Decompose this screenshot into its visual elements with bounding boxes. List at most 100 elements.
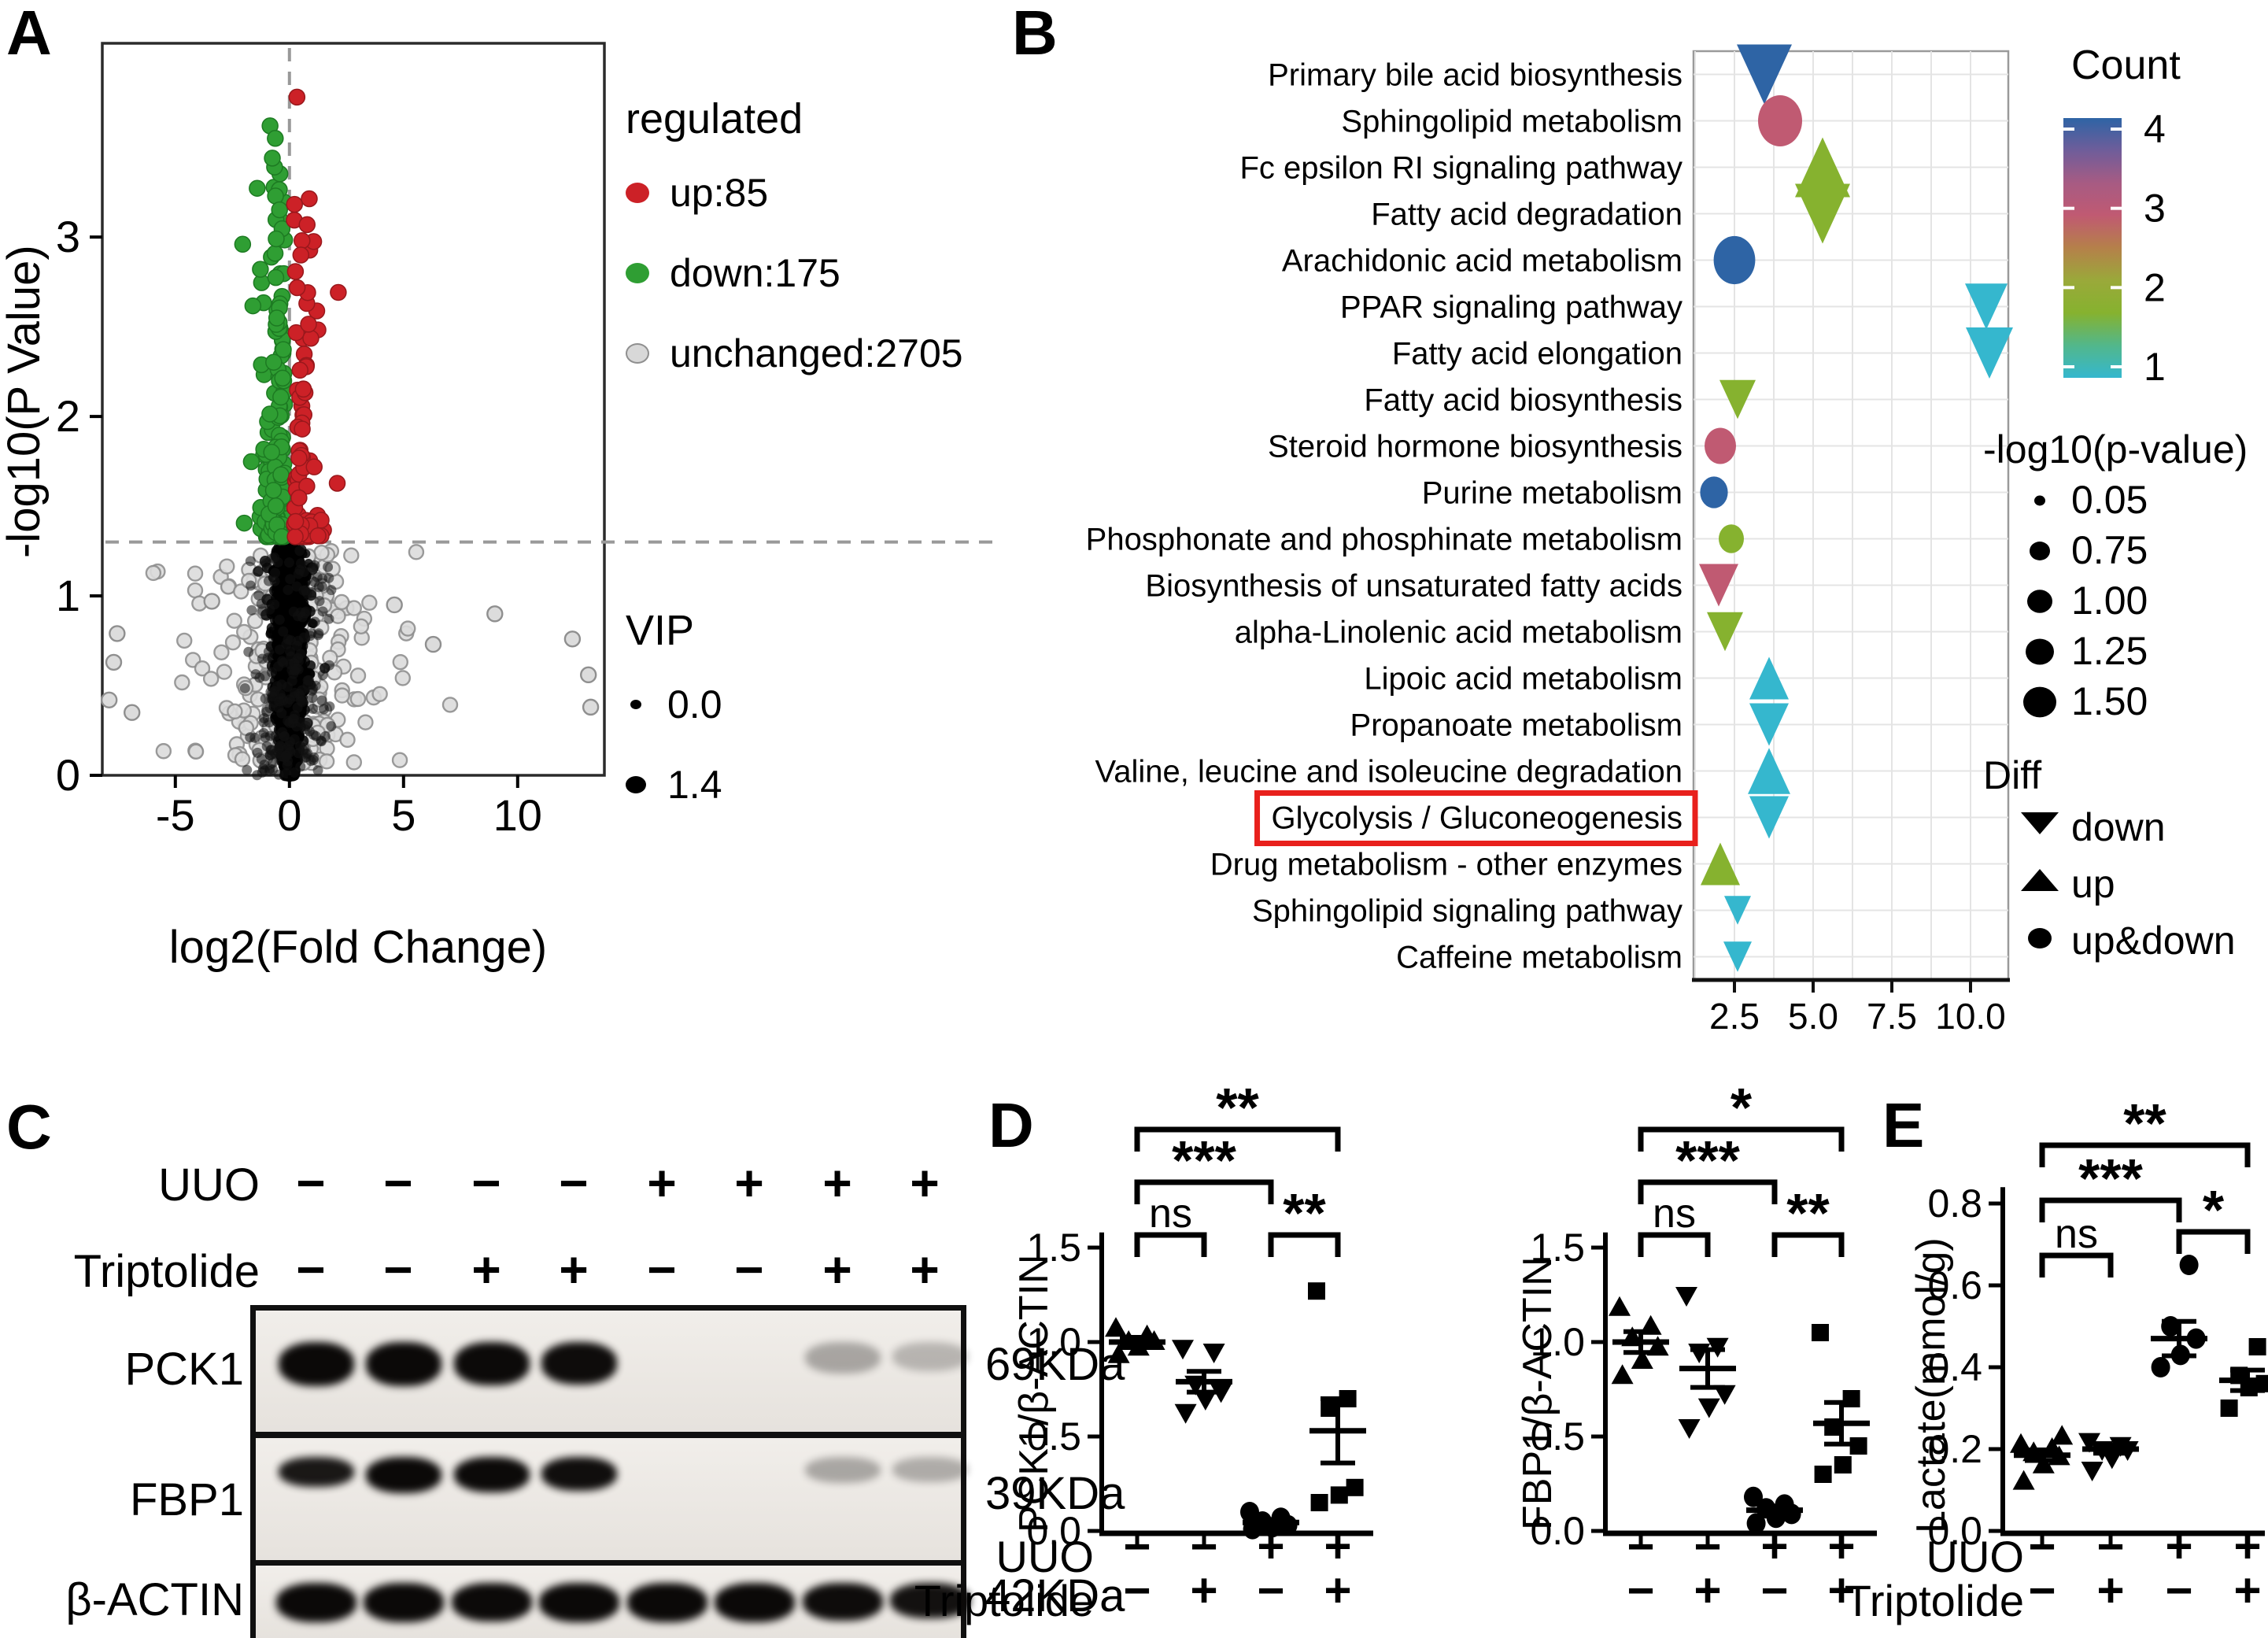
regulated-legend-title: regulated [626,95,803,142]
lactate-triptolide-row-label: Triptolide [1844,1576,2024,1625]
svg-text:1.00: 1.00 [2071,579,2148,623]
svg-text:-5: -5 [156,790,195,840]
svg-text:−: − [1123,1520,1151,1573]
svg-text:+: + [2233,1564,2261,1617]
blot-condition-sign: + [471,1241,501,1298]
blot-band [803,1583,883,1621]
blot-protein-name: β-ACTIN [65,1574,244,1625]
svg-text:2: 2 [56,391,80,441]
svg-text:0.5: 0.5 [1530,1414,1585,1459]
svg-text:0.8: 0.8 [1927,1181,1982,1226]
vip-legend: VIP 0.0 1.4 [626,606,722,842]
svg-text:0.6: 0.6 [1927,1263,1982,1307]
svg-text:***: *** [2078,1148,2143,1209]
pathway-row-label: PPAR signaling pathway [1340,290,1683,325]
volcano-points [100,88,600,782]
lactate-uuo-row-label: UUO [1926,1532,2024,1581]
blot-protein-name: PCK1 [124,1344,244,1395]
svg-text:0: 0 [56,750,80,800]
blot-band [366,1457,441,1493]
pathway-row-label: Purine metabolism [1422,476,1683,511]
svg-text:0: 0 [277,790,301,840]
panel-c-label: C [6,1092,52,1162]
blot-condition-sign: + [822,1155,852,1211]
blot-condition-sign: + [734,1155,764,1211]
vip-legend-item: 0.0 [626,682,722,727]
svg-text:+: + [1257,1520,1284,1573]
svg-text:0.75: 0.75 [2071,528,2148,572]
volcano-plot: -5 0 5 10 0 1 2 3 [56,42,998,840]
pathway-row-label: Valine, leucine and isoleucine degradati… [1095,755,1683,789]
blot-band [539,1583,619,1622]
blot-band [366,1342,441,1386]
svg-text:+: + [1694,1564,1721,1617]
blot-condition-sign: − [647,1241,677,1298]
blot-band [279,1457,354,1487]
pathway-row-label: Drug metabolism - other enzymes [1210,848,1683,882]
dot-plots: 0.00.51.01.5−−−++−++*****ns **0.00.51.01.… [1026,1077,2268,1617]
vip-legend-item: 1.4 [626,762,722,808]
pathway-row-label: Fatty acid elongation [1392,337,1683,372]
blot-condition-sign: − [383,1155,413,1211]
svg-text:1.50: 1.50 [2071,679,2148,723]
blot-band [452,1583,532,1621]
volcano-y-axis-label: -log10(P Value) [0,245,50,558]
blot-condition-sign: − [471,1155,501,1211]
svg-text:3: 3 [56,212,80,261]
blot-condition-sign: − [383,1241,413,1298]
svg-text:−: − [1694,1520,1721,1573]
blot-condition-sign: + [559,1241,589,1298]
svg-text:0.0: 0.0 [1927,1509,1982,1553]
svg-text:3: 3 [2144,187,2166,231]
svg-text:+: + [1827,1564,1855,1617]
legend-dot-icon [626,263,649,283]
glycolysis-highlight-box [1254,790,1698,846]
pathway-row-label: Fatty acid biosynthesis [1364,383,1683,418]
vip-dot-icon [626,775,646,794]
pvalue-size-legend-title: -log10(p-value) [1983,427,2248,471]
pathway-row-label: Fatty acid degradation [1371,198,1683,232]
pathway-row-label: Lipoic acid metabolism [1364,662,1683,697]
blot-condition-sign: − [296,1155,326,1211]
svg-text:*: * [2203,1179,2225,1241]
svg-text:−: − [1257,1564,1284,1617]
svg-text:0.5: 0.5 [1026,1414,1081,1459]
blot-condition-sign: + [647,1155,677,1211]
svg-text:1: 1 [2144,345,2166,389]
blot-band [892,1342,968,1371]
svg-text:**: ** [2123,1093,2166,1154]
blot-image-fbp1 [250,1433,968,1568]
blot-condition-name: UUO [158,1159,260,1211]
blot-condition-sign: + [910,1241,940,1298]
panel-d-label: D [988,1090,1034,1160]
svg-text:+: + [2233,1520,2261,1573]
panel-a-label: A [6,0,52,68]
pathway-row-label: Steroid hormone biosynthesis [1268,430,1683,464]
pathway-dotplot: 2.5 5.0 7.5 10.0 Primary bile acid biosynthe… [1086,43,2248,1037]
svg-text:0.2: 0.2 [1927,1427,1982,1471]
blot-image-pck1 [250,1305,968,1437]
regulated-legend-items: up:85 down:175 unchanged:2705 [626,170,963,411]
svg-text:+: + [2165,1520,2192,1573]
panel-b-label: B [1012,0,1058,68]
pathway-row-label: Caffeine metabolism [1396,941,1683,975]
volcano-x-axis-label: log2(Fold Change) [168,922,548,973]
svg-text:1.5: 1.5 [1530,1226,1585,1270]
svg-text:**: ** [1216,1077,1259,1138]
svg-text:−: − [2028,1520,2056,1573]
regulated-legend-item: down:175 [626,250,963,296]
svg-text:+: + [1190,1564,1217,1617]
blot-band [627,1583,707,1622]
svg-text:0.0: 0.0 [1026,1509,1081,1553]
svg-text:0.0: 0.0 [1530,1509,1585,1553]
blot-band [805,1457,881,1484]
legend-item-label: up:85 [670,171,769,215]
regulated-legend-item: up:85 [626,170,963,216]
svg-text:5.0: 5.0 [1788,996,1838,1037]
svg-text:ns: ns [1653,1191,1696,1237]
blot-molecular-weight: 42KDa [985,1570,1125,1621]
blot-protein-name: FBP1 [129,1474,244,1525]
svg-text:7.5: 7.5 [1867,996,1917,1037]
svg-text:−: − [1123,1564,1151,1617]
svg-text:0.4: 0.4 [1927,1345,1982,1389]
